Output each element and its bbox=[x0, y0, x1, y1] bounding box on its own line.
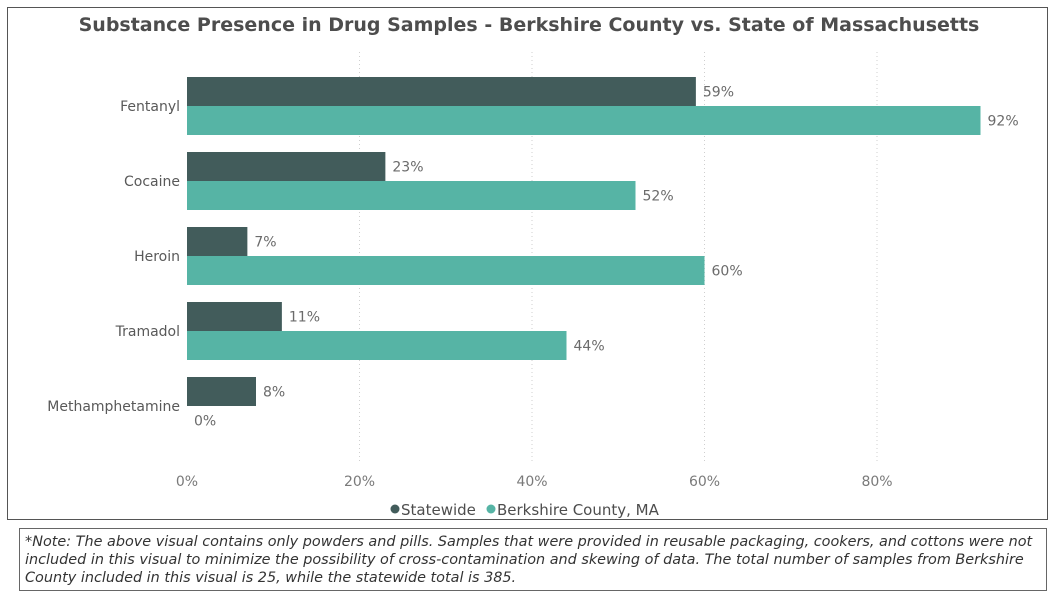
bar-tramadol-statewide bbox=[187, 302, 282, 331]
data-label: 92% bbox=[988, 114, 1019, 130]
bar-fentanyl-statewide bbox=[187, 77, 696, 106]
bar-heroin-statewide bbox=[187, 227, 248, 256]
footnote: *Note: The above visual contains only po… bbox=[19, 528, 1047, 591]
data-label: 59% bbox=[703, 85, 734, 101]
data-label: 23% bbox=[392, 160, 423, 176]
bar-methamphetamine-statewide bbox=[187, 377, 256, 406]
legend-label: Berkshire County, MA bbox=[497, 501, 660, 519]
legend-marker bbox=[390, 504, 400, 514]
data-label: 52% bbox=[643, 189, 674, 205]
category-label: Heroin bbox=[134, 249, 180, 265]
data-label: 60% bbox=[712, 264, 743, 280]
category-label: Cocaine bbox=[124, 174, 180, 190]
chart-frame bbox=[7, 7, 1048, 520]
legend: Statewide Berkshire County, MA bbox=[390, 501, 660, 519]
data-label: 11% bbox=[289, 310, 320, 326]
bar-cocaine-berkshire bbox=[187, 181, 636, 210]
bars bbox=[187, 77, 981, 406]
category-label: Tramadol bbox=[115, 324, 180, 340]
x-tick-label: 0% bbox=[176, 474, 198, 490]
chart-title: Substance Presence in Drug Samples - Ber… bbox=[78, 14, 980, 36]
legend-label: Statewide bbox=[401, 501, 476, 519]
bar-tramadol-berkshire bbox=[187, 331, 567, 360]
x-tick-label: 20% bbox=[344, 474, 375, 490]
x-tick-label: 40% bbox=[516, 474, 547, 490]
data-label: 7% bbox=[254, 235, 276, 251]
data-label: 0% bbox=[194, 414, 216, 430]
bar-cocaine-statewide bbox=[187, 152, 386, 181]
x-tick-label: 60% bbox=[689, 474, 720, 490]
bar-fentanyl-berkshire bbox=[187, 106, 981, 135]
category-label: Fentanyl bbox=[120, 99, 180, 115]
bar-heroin-berkshire bbox=[187, 256, 705, 285]
legend-marker bbox=[486, 504, 496, 514]
data-label: 8% bbox=[263, 385, 285, 401]
category-label: Methamphetamine bbox=[47, 399, 180, 415]
labels: 0% 20% 40% 60% 80% 59% 92% Fentanyl 23% 52% Cocain… bbox=[47, 85, 1018, 491]
x-tick-label: 80% bbox=[861, 474, 892, 490]
bar-chart: 0% 20% 40% 60% 80% 59% 92% Fentanyl 23% 52% Cocain… bbox=[47, 52, 1019, 519]
data-label: 44% bbox=[574, 339, 605, 355]
